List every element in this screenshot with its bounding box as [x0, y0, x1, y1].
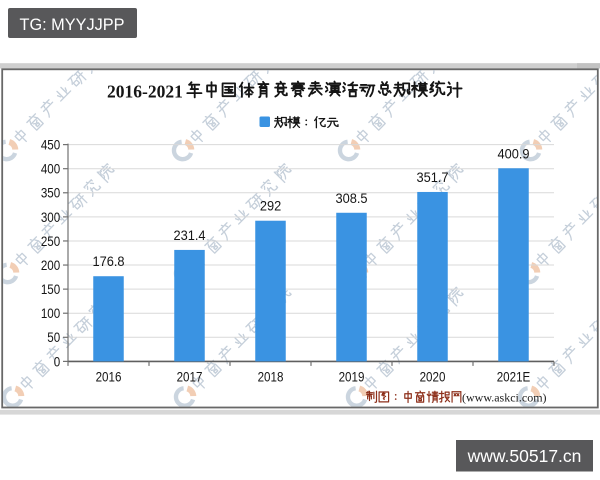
svg-text:231.4: 231.4 — [173, 228, 205, 243]
svg-text:150: 150 — [41, 282, 60, 297]
svg-text:50: 50 — [47, 330, 60, 345]
svg-text:0: 0 — [54, 355, 60, 370]
svg-text:(www.askci.com): (www.askci.com) — [462, 390, 547, 404]
svg-text:400: 400 — [41, 162, 60, 177]
svg-text:2021E: 2021E — [497, 370, 531, 385]
svg-text:2016-2021: 2016-2021 — [107, 82, 183, 102]
svg-text:300: 300 — [41, 210, 60, 225]
svg-text:308.5: 308.5 — [335, 190, 367, 205]
svg-text:2016: 2016 — [96, 370, 122, 385]
svg-text:100: 100 — [41, 306, 60, 321]
svg-text:2017: 2017 — [177, 370, 203, 385]
svg-text:2018: 2018 — [258, 370, 284, 385]
svg-text:292: 292 — [260, 198, 281, 213]
svg-text:TG: MYYJJPP: TG: MYYJJPP — [20, 16, 125, 34]
svg-text:200: 200 — [41, 258, 60, 273]
svg-text:351.7: 351.7 — [416, 170, 448, 185]
svg-text:350: 350 — [41, 186, 60, 201]
svg-text:2020: 2020 — [420, 370, 446, 385]
svg-text:450: 450 — [41, 138, 60, 153]
svg-text:2019: 2019 — [339, 370, 365, 385]
svg-text:400.9: 400.9 — [497, 146, 529, 161]
svg-text:www.50517.cn: www.50517.cn — [467, 446, 582, 466]
svg-text:176.8: 176.8 — [92, 254, 124, 269]
svg-text:250: 250 — [41, 234, 60, 249]
